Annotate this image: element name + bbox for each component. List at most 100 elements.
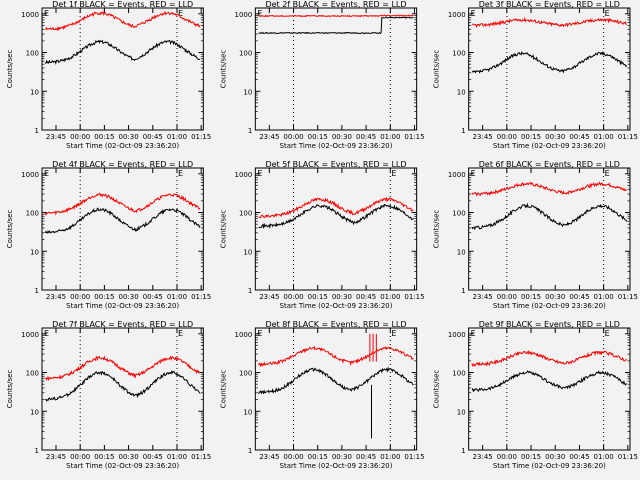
event-marker-label: E <box>257 169 262 178</box>
series-line <box>258 345 414 368</box>
x-tick-label: 00:15 <box>308 293 328 301</box>
event-marker-label: E <box>44 169 49 178</box>
y-tick-label: 1 <box>461 287 465 295</box>
y-tick-label: 1 <box>248 127 252 135</box>
plot-frame <box>468 327 631 451</box>
x-axis-label: Start Time (02-Oct-09 23:36:20) <box>66 142 179 150</box>
x-tick-label: 00:15 <box>94 133 114 141</box>
x-tick-label: 23:45 <box>46 453 66 461</box>
event-marker-label: E <box>605 169 610 178</box>
y-axis-label: Counts/sec <box>219 210 227 249</box>
event-marker-label: E <box>178 169 183 178</box>
x-axis-label: Start Time (02-Oct-09 23:36:20) <box>66 462 179 470</box>
y-tick-label: 100 <box>26 370 39 378</box>
event-marker-label: E <box>178 329 183 338</box>
y-tick-label: 10 <box>243 248 252 256</box>
x-axis-label: Start Time (02-Oct-09 23:36:20) <box>493 142 606 150</box>
y-axis-label: Counts/sec <box>433 50 441 89</box>
chart-title: Det 8f BLACK = Events, RED = LLD <box>265 320 406 329</box>
plot-frame <box>254 167 418 291</box>
event-marker-label: E <box>471 329 476 338</box>
chart-title: Det 2f BLACK = Events, RED = LLD <box>265 0 406 9</box>
x-tick-label: 00:00 <box>70 293 90 301</box>
x-tick-label: 00:00 <box>283 453 303 461</box>
series-line <box>258 14 414 18</box>
x-tick-label: 23:45 <box>473 293 493 301</box>
x-tick-label: 00:45 <box>356 293 376 301</box>
event-marker-label: E <box>257 329 262 338</box>
chart-panel-4: Det 4f BLACK = Events, RED = LLD 1 10 100 10… <box>6 160 211 310</box>
event-marker-label: E <box>257 9 262 18</box>
x-tick-label: 00:00 <box>497 293 517 301</box>
x-tick-label: 00:00 <box>283 133 303 141</box>
series-line <box>44 192 201 216</box>
x-axis-label: Start Time (02-Oct-09 23:36:20) <box>493 302 606 310</box>
x-tick-label: 00:30 <box>332 453 352 461</box>
chart-title: Det 3f BLACK = Events, RED = LLD <box>479 0 620 9</box>
x-tick-label: 00:30 <box>545 293 565 301</box>
y-tick-label: 1 <box>461 127 465 135</box>
x-tick-label: 00:30 <box>118 293 138 301</box>
y-tick-label: 1 <box>461 447 465 455</box>
y-tick-label: 10 <box>457 88 466 96</box>
x-tick-label: 00:00 <box>70 133 90 141</box>
y-tick-label: 10 <box>457 408 466 416</box>
y-tick-label: 100 <box>452 210 465 218</box>
event-marker-label: E <box>44 329 49 338</box>
y-tick-label: 1000 <box>21 11 39 19</box>
y-tick-label: 100 <box>26 210 39 218</box>
y-tick-label: 100 <box>239 210 252 218</box>
x-tick-label: 00:30 <box>332 293 352 301</box>
x-tick-label: 00:30 <box>118 453 138 461</box>
x-tick-label: 00:45 <box>356 133 376 141</box>
x-tick-label: 01:15 <box>191 293 211 301</box>
event-marker-label: E <box>471 9 476 18</box>
x-tick-label: 00:15 <box>308 133 328 141</box>
y-tick-label: 10 <box>30 88 39 96</box>
x-tick-label: 00:00 <box>283 293 303 301</box>
x-tick-label: 01:00 <box>380 453 400 461</box>
x-tick-label: 00:30 <box>545 133 565 141</box>
plot-frame <box>254 7 418 131</box>
chart-title: Det 1f BLACK = Events, RED = LLD <box>52 0 193 9</box>
event-marker-label: E <box>605 9 610 18</box>
x-tick-label: 01:15 <box>404 133 424 141</box>
x-tick-label: 00:15 <box>94 453 114 461</box>
y-tick-label: 1000 <box>448 11 466 19</box>
y-axis-label: Counts/sec <box>219 370 227 409</box>
x-tick-label: 01:15 <box>191 453 211 461</box>
x-tick-label: 00:45 <box>143 293 163 301</box>
series-line <box>45 355 201 382</box>
chart-panel-1: Det 1f BLACK = Events, RED = LLD 1 10 100 10… <box>6 0 211 150</box>
x-tick-label: 01:00 <box>167 453 187 461</box>
x-tick-label: 23:45 <box>473 133 493 141</box>
y-axis-label: Counts/sec <box>6 210 14 249</box>
event-marker-label: E <box>178 9 183 18</box>
series-line <box>44 10 201 31</box>
series-line <box>471 16 628 29</box>
x-tick-label: 00:15 <box>94 293 114 301</box>
y-tick-label: 100 <box>26 50 39 58</box>
x-tick-label: 00:15 <box>308 453 328 461</box>
x-tick-label: 00:30 <box>118 133 138 141</box>
chart-panel-3: Det 3f BLACK = Events, RED = LLD 1 10 100 10… <box>433 0 638 150</box>
series-line <box>258 203 414 230</box>
x-axis-label: Start Time (02-Oct-09 23:36:20) <box>280 142 393 150</box>
chart-title: Det 9f BLACK = Events, RED = LLD <box>479 320 620 329</box>
y-tick-label: 1000 <box>235 331 253 339</box>
y-tick-label: 1 <box>35 287 39 295</box>
chart-panel-5: Det 5f BLACK = Events, RED = LLD 1 10 100 10… <box>219 160 424 310</box>
chart-title: Det 4f BLACK = Events, RED = LLD <box>52 160 193 169</box>
y-tick-label: 1000 <box>21 331 39 339</box>
series-line <box>471 202 628 231</box>
x-tick-label: 01:00 <box>380 133 400 141</box>
x-tick-label: 00:45 <box>569 453 589 461</box>
y-axis-label: Counts/sec <box>6 370 14 409</box>
y-axis-label: Counts/sec <box>433 370 441 409</box>
series-line <box>44 207 201 234</box>
y-tick-label: 100 <box>452 370 465 378</box>
chart-panel-2: Det 2f BLACK = Events, RED = LLD 1 10 100 10… <box>219 0 424 150</box>
series-line <box>45 369 201 402</box>
series-line <box>44 39 201 65</box>
